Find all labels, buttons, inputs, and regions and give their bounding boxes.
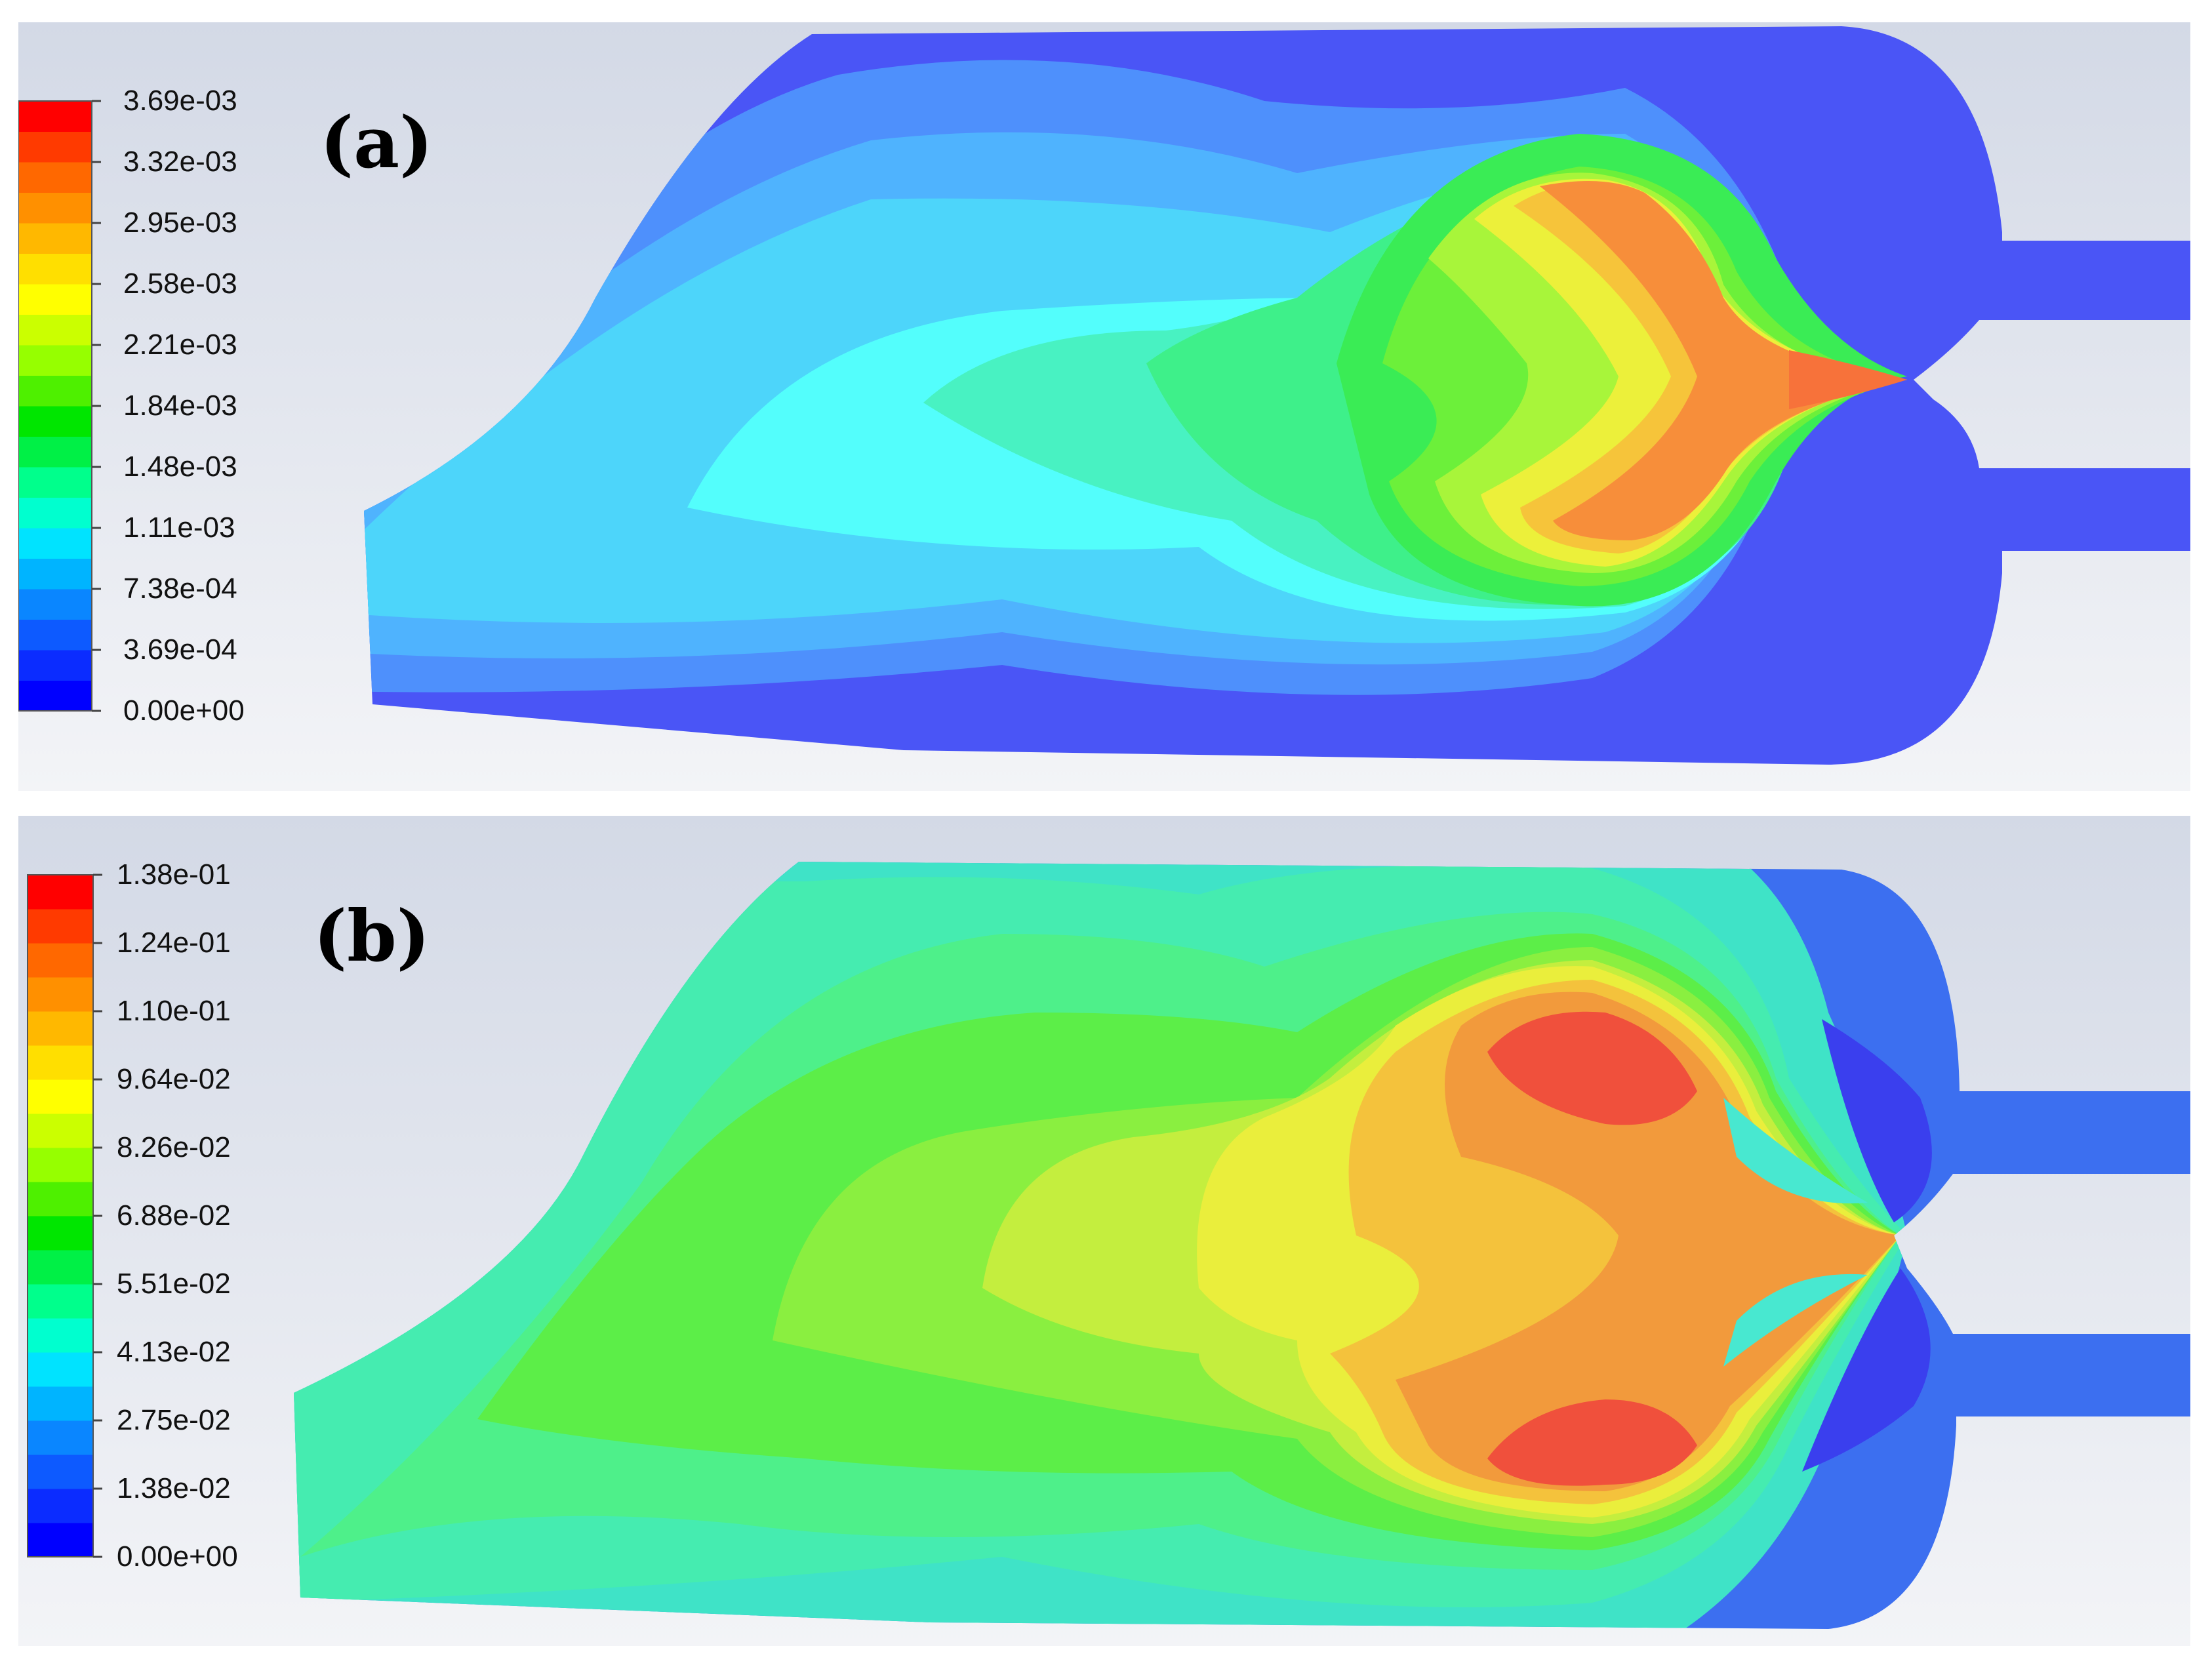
contour-plot-b: [18, 816, 2190, 1646]
legend-color-band: [28, 1148, 93, 1182]
legend-color-band: [18, 162, 92, 193]
legend-tick-label: 2.58e-03: [123, 268, 237, 300]
legend-tick-label: 1.10e-01: [117, 995, 231, 1027]
legend-color-band: [18, 345, 92, 376]
legend-tick-label: 6.88e-02: [117, 1199, 231, 1232]
legend-color-band: [28, 977, 93, 1012]
legend-tick-label: 1.48e-03: [123, 451, 237, 483]
legend-tick-label: 1.38e-02: [117, 1472, 231, 1504]
legend-color-band: [18, 589, 92, 620]
legend-tick-label: 3.69e-03: [123, 85, 237, 117]
legend-color-band: [18, 223, 92, 254]
panel-label-a: (a): [320, 102, 433, 184]
legend-color-band: [18, 284, 92, 315]
legend-color-band: [28, 1420, 93, 1455]
legend-color-band: [28, 1352, 93, 1387]
legend-tick-label: 2.75e-02: [117, 1404, 231, 1436]
legend-color-band: [28, 1216, 93, 1251]
legend-tick-label: 2.21e-03: [123, 329, 237, 361]
legend-color-band: [18, 253, 92, 285]
legend-color-band: [18, 192, 92, 224]
legend-color-band: [18, 436, 92, 468]
domain-contours: [294, 862, 2190, 1629]
legend-color-band: [28, 1284, 93, 1319]
legend-color-band: [18, 467, 92, 498]
legend-tick-label: 3.69e-04: [123, 633, 237, 666]
contour-plot-a: [18, 22, 2190, 791]
legend-color-band: [28, 875, 93, 910]
legend-tick-label: 1.11e-03: [123, 512, 235, 544]
legend-tick-label: 0.00e+00: [123, 694, 245, 727]
legend-color-band: [28, 1182, 93, 1216]
legend-color-band: [28, 1455, 93, 1489]
legend-color-band: [28, 1079, 93, 1114]
legend-color-band: [28, 1386, 93, 1421]
legend-color-band: [18, 406, 92, 437]
legend-color-band: [28, 1114, 93, 1148]
legend-color-band: [18, 101, 92, 132]
legend-tick-label: 2.95e-03: [123, 207, 237, 239]
legend-tick-label: 4.13e-02: [117, 1336, 231, 1368]
legend-color-band: [28, 1523, 93, 1557]
legend-tick-label: 5.51e-02: [117, 1268, 231, 1300]
legend-color-band: [28, 943, 93, 978]
legend-color-band: [28, 1045, 93, 1080]
legend-tick-label: 0.00e+00: [117, 1540, 238, 1573]
color-legend-a: [18, 100, 101, 712]
legend-color-band: [28, 1250, 93, 1285]
panel-label-b: (b): [313, 895, 430, 978]
legend-color-band: [18, 314, 92, 346]
contour-panel-b: 1.38e-01 1.24e-01 1.10e-01 9.64e-02 8.26e-02…: [18, 816, 2190, 1646]
legend-color-band: [18, 131, 92, 163]
legend-tick-label: 1.24e-01: [117, 927, 231, 959]
legend-color-band: [28, 1489, 93, 1523]
legend-tick-label: 1.84e-03: [123, 390, 237, 422]
legend-color-band: [18, 375, 92, 407]
legend-tick-label: 8.26e-02: [117, 1131, 231, 1163]
legend-tick-label: 9.64e-02: [117, 1063, 231, 1095]
legend-color-band: [28, 1318, 93, 1353]
legend-color-band: [18, 528, 92, 559]
color-legend-b: [27, 874, 102, 1558]
domain-contours: [364, 26, 2190, 765]
contour-panel-a: 3.69e-03 3.32e-03 2.95e-03 2.58e-03 2.21e-03…: [18, 22, 2190, 791]
legend-color-band: [18, 558, 92, 590]
legend-tick-label: 3.32e-03: [123, 146, 237, 178]
legend-color-band: [28, 1011, 93, 1046]
legend-color-band: [18, 619, 92, 651]
legend-color-band: [18, 650, 92, 681]
legend-color-band: [18, 497, 92, 529]
legend-tick-label: 1.38e-01: [117, 858, 231, 891]
legend-tick-label: 7.38e-04: [123, 572, 237, 605]
legend-color-band: [18, 680, 92, 712]
legend-color-band: [28, 909, 93, 944]
